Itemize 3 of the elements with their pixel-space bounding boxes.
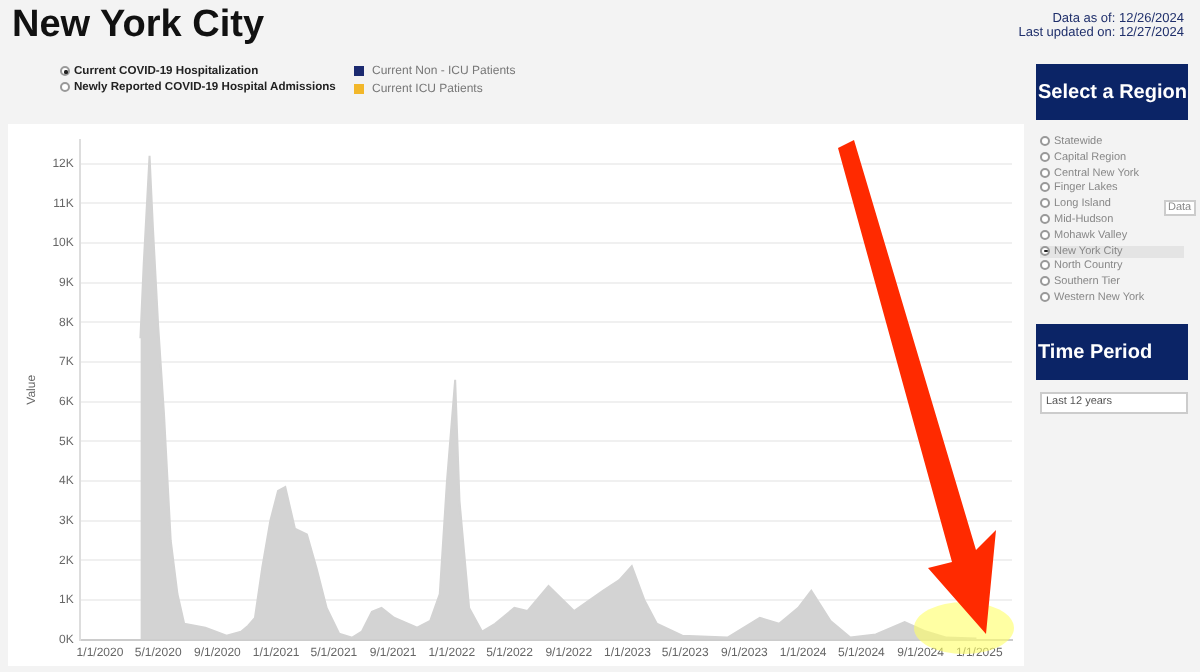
text: Time Period	[1036, 324, 1188, 380]
chart-title: New York City	[12, 4, 265, 48]
text: Select a Region	[1036, 64, 1188, 120]
